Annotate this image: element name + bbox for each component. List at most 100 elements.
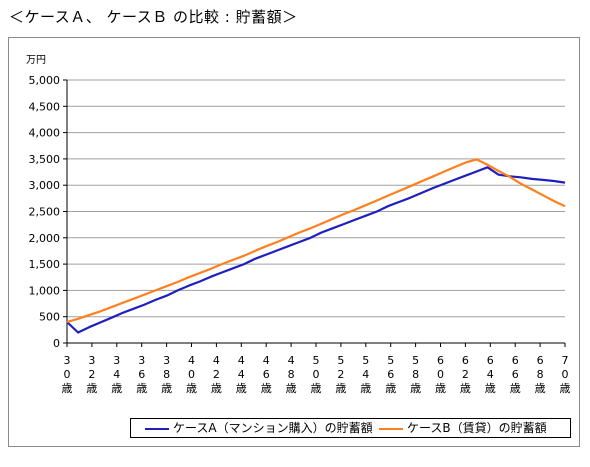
x-tick-label: 48歳	[286, 354, 297, 395]
x-tick-label: 68歳	[535, 354, 546, 395]
y-tick-label: 0	[53, 337, 60, 350]
x-tick-label: 60歳	[435, 354, 446, 395]
x-tick-char: 歳	[211, 382, 222, 395]
y-tick-label: 1,000	[29, 284, 61, 297]
x-tick-char: 4	[362, 368, 369, 381]
x-tick-char: 4	[113, 368, 120, 381]
x-tick-label: 40歳	[186, 354, 197, 395]
axes	[63, 79, 566, 347]
x-tick-label: 64歳	[485, 354, 496, 395]
x-tick-char: 4	[288, 354, 295, 367]
x-tick-char: 2	[462, 368, 469, 381]
x-tick-char: 3	[64, 354, 71, 367]
legend-swatch-case-a	[145, 428, 169, 430]
x-tick-label: 50歳	[311, 354, 322, 395]
y-tick-label: 5,000	[29, 74, 61, 87]
x-tick-char: 8	[412, 368, 419, 381]
x-tick-char: 歳	[62, 382, 73, 395]
y-tick-label: 1,500	[29, 258, 61, 271]
grid-lines	[67, 79, 565, 318]
x-tick-char: 5	[387, 354, 394, 367]
series-line-case-b	[66, 158, 566, 324]
series-line-case-a	[66, 166, 566, 334]
x-tick-label: 42歳	[211, 354, 222, 395]
y-axis-label: 万円	[26, 55, 46, 66]
x-tick-char: 歳	[510, 382, 521, 395]
x-tick-char: 歳	[261, 382, 272, 395]
x-tick-char: 歳	[410, 382, 421, 395]
x-tick-char: 歳	[136, 382, 147, 395]
x-tick-char: 5	[362, 354, 369, 367]
x-tick-char: 3	[138, 354, 145, 367]
x-tick-label: 62歳	[460, 354, 471, 395]
x-tick-char: 歳	[86, 382, 97, 395]
x-tick-label: 34歳	[111, 354, 122, 395]
x-tick-char: 歳	[360, 382, 371, 395]
x-tick-char: 6	[138, 368, 145, 381]
x-tick-char: 4	[238, 354, 245, 367]
chart-title: ＜ケースＡ、 ケースＢ の比較 : 貯蓄額＞	[9, 8, 298, 26]
legend-swatch-case-b	[379, 428, 403, 430]
y-tick-labels: 5,000 4,500 4,000 3,500 3,000 2,500 2,000 1,500…	[29, 74, 61, 350]
y-tick-label: 2,000	[29, 232, 61, 245]
x-tick-char: 8	[537, 368, 544, 381]
x-tick-label: 44歳	[236, 354, 247, 395]
x-tick-char: 8	[163, 368, 170, 381]
x-tick-char: 歳	[385, 382, 396, 395]
x-tick-char: 6	[462, 354, 469, 367]
x-tick-char: 6	[263, 368, 270, 381]
x-tick-char: 歳	[286, 382, 297, 395]
legend: ケースA（マンション購入）の貯蓄額 ケースB（賃貸）の貯蓄額	[130, 418, 571, 438]
x-tick-label: 52歳	[335, 354, 346, 395]
x-tick-char: 3	[163, 354, 170, 367]
x-tick-char: 歳	[535, 382, 546, 395]
legend-label-case-b: ケースB（賃貸）の貯蓄額	[407, 421, 547, 435]
x-tick-char: 歳	[161, 382, 172, 395]
x-tick-char: 0	[437, 368, 444, 381]
x-tick-char: 4	[188, 354, 195, 367]
x-tick-label: 66歳	[510, 354, 521, 395]
x-tick-char: 歳	[111, 382, 122, 395]
x-tick-label: 32歳	[86, 354, 97, 395]
x-tick-char: 歳	[435, 382, 446, 395]
x-tick-char: 0	[562, 368, 569, 381]
x-tick-char: 6	[512, 368, 519, 381]
x-tick-char: 4	[487, 368, 494, 381]
y-tick-label: 3,000	[29, 179, 61, 192]
x-tick-char: 0	[64, 368, 71, 381]
x-tick-labels: 30歳32歳34歳36歳38歳40歳42歳44歳46歳48歳50歳52歳54歳5…	[62, 354, 571, 395]
x-tick-char: 5	[412, 354, 419, 367]
x-tick-char: 歳	[460, 382, 471, 395]
y-tick-label: 4,000	[29, 127, 61, 140]
x-tick-char: 5	[313, 354, 320, 367]
x-tick-char: 0	[313, 368, 320, 381]
x-tick-char: 歳	[186, 382, 197, 395]
x-tick-char: 6	[437, 354, 444, 367]
x-tick-char: 6	[387, 368, 394, 381]
x-tick-char: 3	[88, 354, 95, 367]
x-tick-char: 3	[113, 354, 120, 367]
x-tick-char: 4	[263, 354, 270, 367]
x-tick-label: 38歳	[161, 354, 172, 395]
y-tick-label: 4,500	[29, 100, 61, 113]
x-tick-char: 2	[213, 368, 220, 381]
x-tick-label: 54歳	[360, 354, 371, 395]
x-tick-char: 歳	[311, 382, 322, 395]
x-tick-label: 56歳	[385, 354, 396, 395]
x-tick-char: 4	[213, 354, 220, 367]
x-tick-char: 歳	[560, 382, 571, 395]
x-tick-char: 歳	[335, 382, 346, 395]
chart-frame	[8, 37, 580, 447]
x-tick-char: 6	[512, 354, 519, 367]
x-tick-char: 6	[487, 354, 494, 367]
x-tick-char: 8	[288, 368, 295, 381]
x-tick-char: 4	[238, 368, 245, 381]
x-tick-label: 70歳	[560, 354, 571, 395]
y-tick-label: 3,500	[29, 153, 61, 166]
x-tick-char: 7	[562, 354, 569, 367]
legend-label-case-a: ケースA（マンション購入）の貯蓄額	[173, 421, 373, 435]
x-tick-char: 5	[337, 354, 344, 367]
x-tick-char: 2	[88, 368, 95, 381]
x-tick-char: 6	[537, 354, 544, 367]
